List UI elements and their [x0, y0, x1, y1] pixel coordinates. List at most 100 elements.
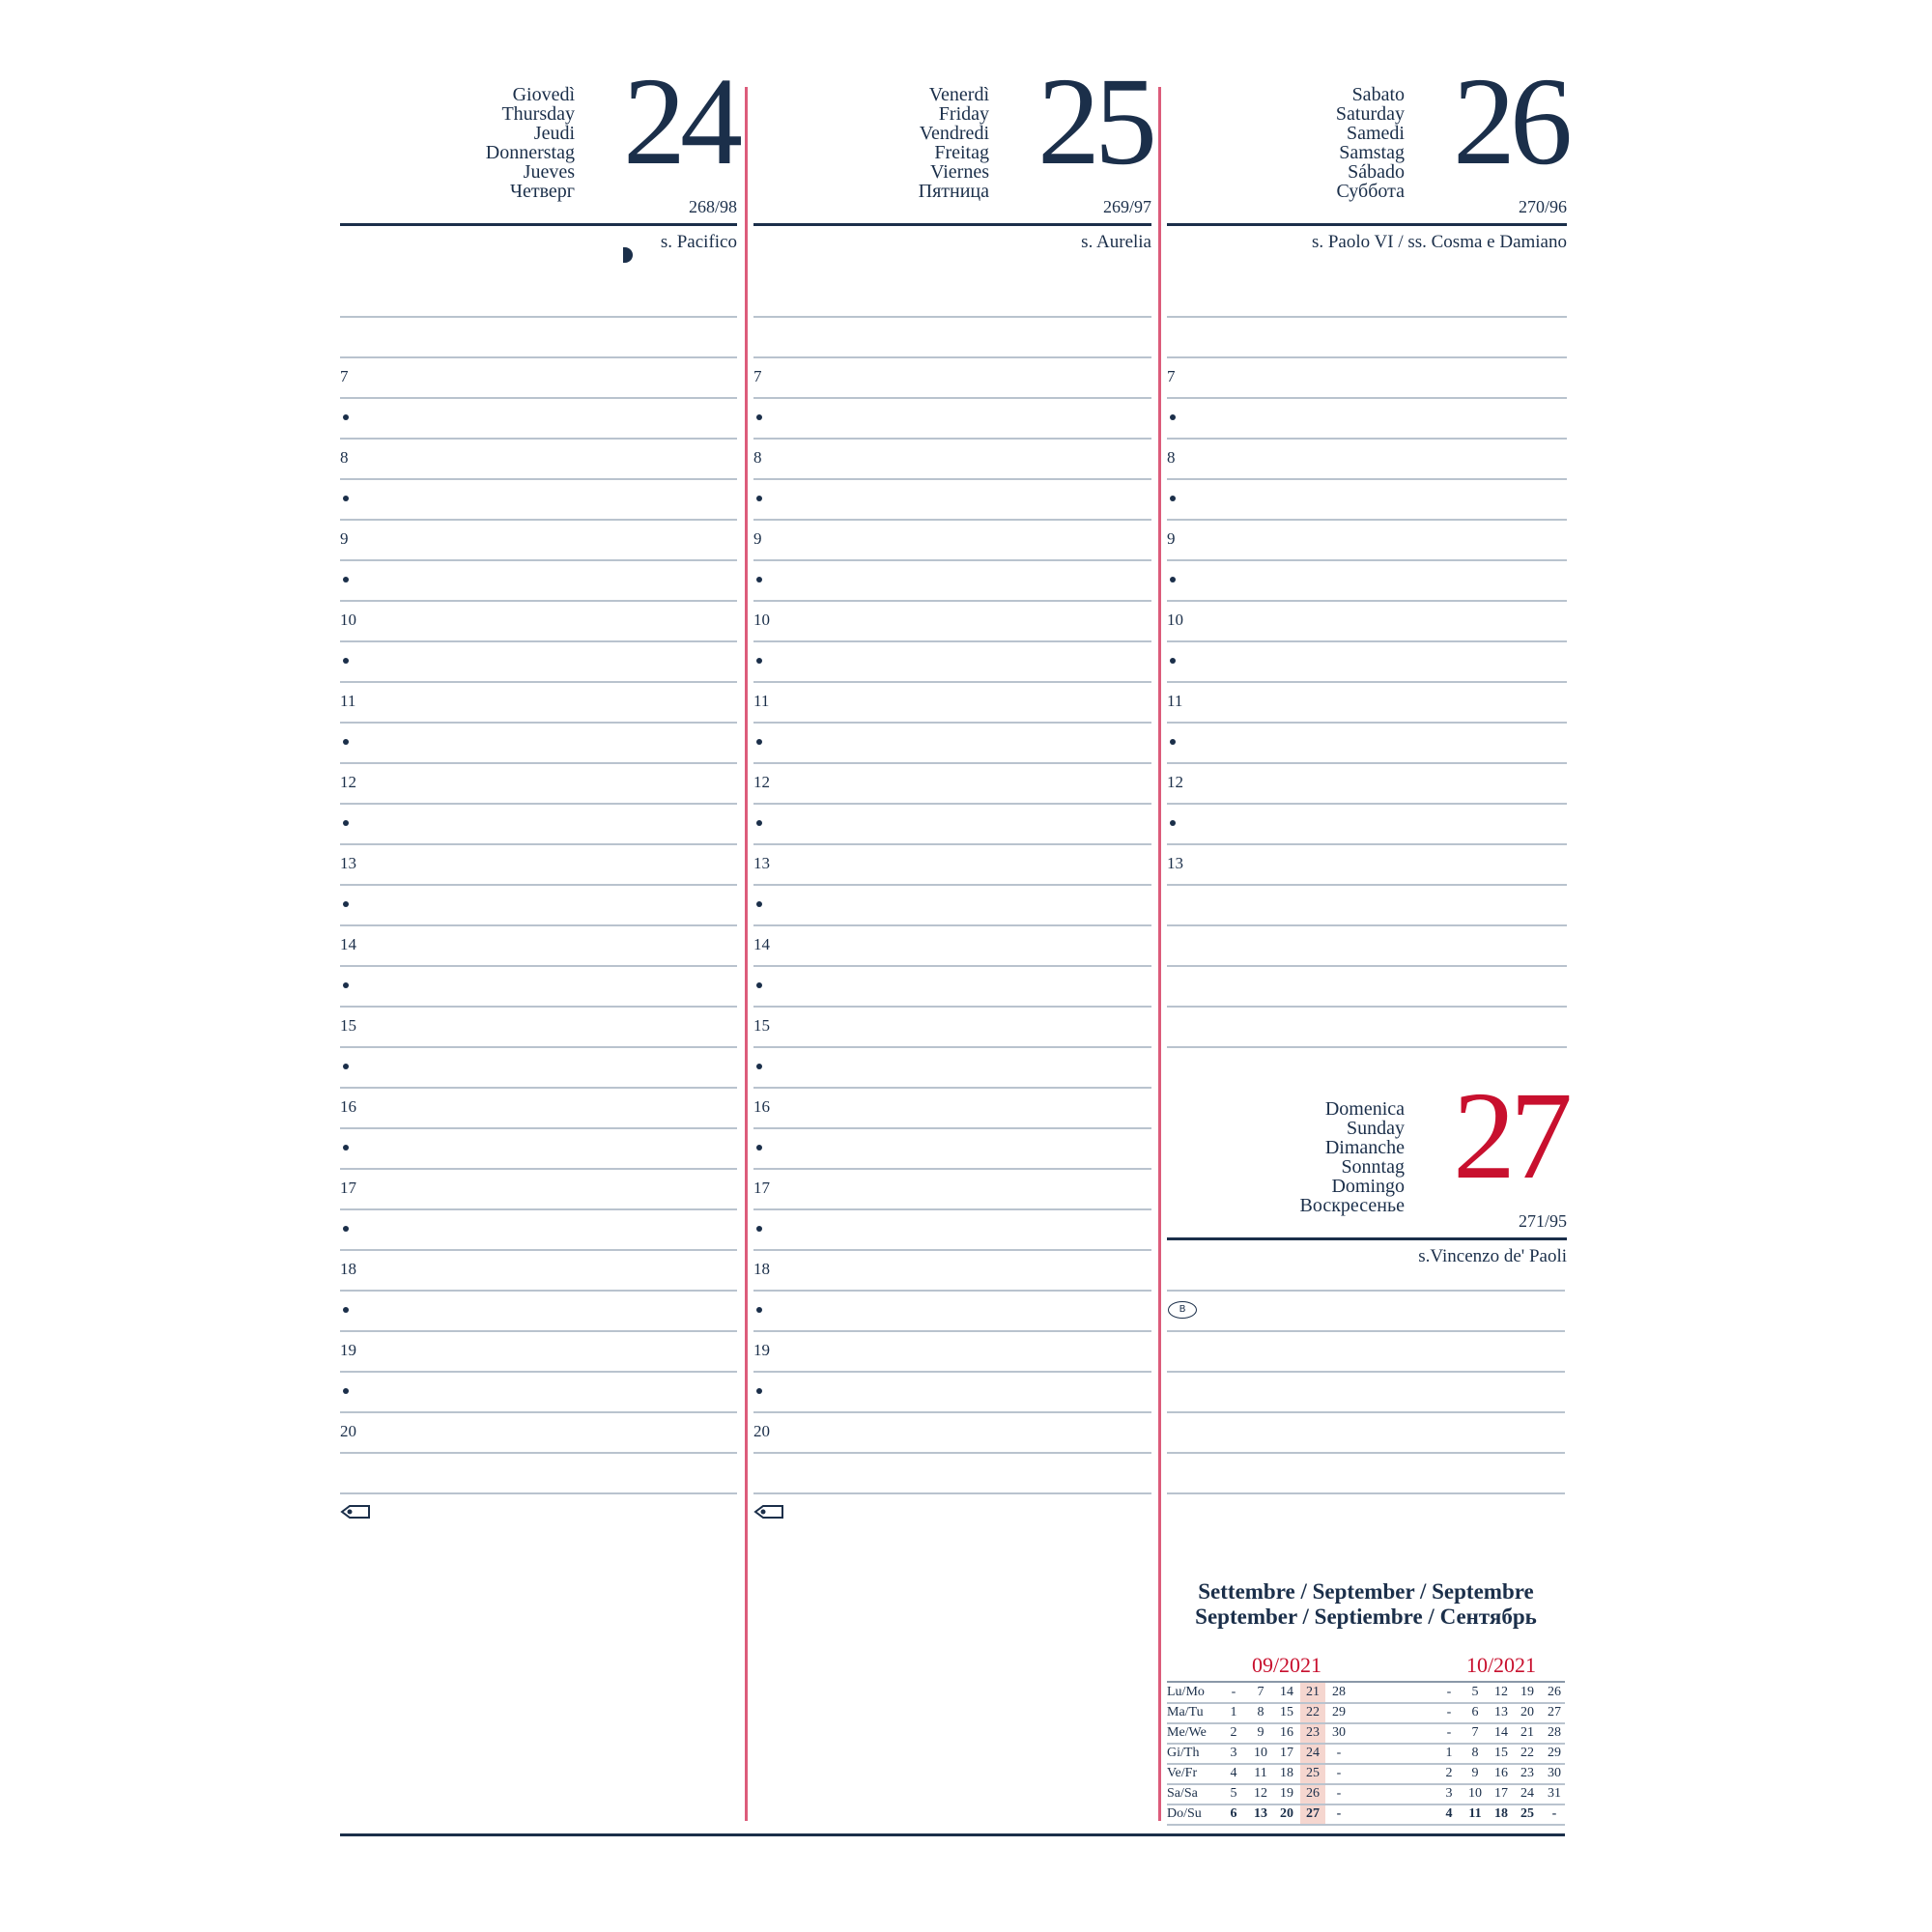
ruled-line: [340, 519, 737, 521]
calendar-day: 24: [1520, 1786, 1534, 1801]
day-header-rule: [340, 223, 737, 226]
ruled-line: [753, 762, 1151, 764]
bottom-rule: [340, 1833, 1565, 1836]
saint-name: s. Aurelia: [1081, 232, 1151, 252]
calendar-day: 23: [1520, 1766, 1534, 1780]
ruled-line: [340, 397, 737, 399]
ruled-line: [753, 924, 1151, 926]
calendar-day: 9: [1257, 1725, 1264, 1740]
current-week-highlight: [1300, 1683, 1325, 1825]
day-number: 26: [1453, 52, 1573, 191]
hour-label: 20: [753, 1422, 770, 1440]
calendar-day: 23: [1306, 1725, 1320, 1740]
calendar-day: 17: [1280, 1746, 1293, 1760]
ruled-line: [753, 316, 1151, 318]
calendar-day: 14: [1280, 1685, 1293, 1699]
day-name: Воскресенье: [1299, 1195, 1405, 1216]
hour-label: 7: [1167, 367, 1176, 385]
day-name: Dimanche: [1324, 1137, 1405, 1158]
hour-label: 19: [340, 1341, 356, 1359]
calendar-line: [1167, 1824, 1565, 1826]
half-hour-dot: [343, 577, 349, 582]
day-name: Venerdì: [928, 84, 989, 105]
calendar-day: 6: [1230, 1806, 1237, 1821]
hour-label: 13: [340, 854, 356, 872]
saint-name: s.Vincenzo de' Paoli: [1418, 1246, 1567, 1266]
ruled-line: [1167, 438, 1567, 440]
calendar-day: 19: [1280, 1786, 1293, 1801]
half-hour-dot: [343, 820, 349, 826]
hour-label: 12: [1167, 773, 1183, 791]
half-hour-dot: [343, 496, 349, 501]
weekday-label: Do/Su: [1167, 1806, 1202, 1821]
ruled-line: [340, 1492, 737, 1494]
calendar-day: 21: [1520, 1725, 1534, 1740]
half-hour-dot: [343, 739, 349, 745]
ruled-line: [340, 681, 737, 683]
calendar-day: -: [1231, 1685, 1236, 1699]
half-hour-dot: [756, 1145, 762, 1151]
ruled-line: [340, 803, 737, 805]
calendar-title: September / Septiembre / Сентябрь: [1195, 1605, 1537, 1629]
ruled-line: [1167, 924, 1567, 926]
day-name: Friday: [938, 103, 989, 125]
hour-label: 9: [1167, 529, 1176, 548]
calendar-day: 3: [1445, 1786, 1453, 1801]
ruled-line: [753, 1249, 1151, 1251]
calendar-day: 15: [1280, 1705, 1293, 1719]
calendar-day: -: [1336, 1766, 1342, 1780]
ruled-line: [753, 1127, 1151, 1129]
ruled-line: [753, 803, 1151, 805]
ruled-line: [753, 397, 1151, 399]
day-header-rule: [753, 223, 1151, 226]
half-hour-dot: [756, 658, 762, 664]
half-hour-dot: [343, 658, 349, 664]
ruled-line: [1167, 965, 1567, 967]
hour-label: 15: [340, 1016, 356, 1035]
half-hour-dot: [756, 739, 762, 745]
tag-icon: [753, 1505, 784, 1519]
calendar-day: 21: [1306, 1685, 1320, 1699]
calendar-day: 9: [1471, 1766, 1479, 1780]
ruled-line: [1167, 884, 1567, 886]
calendar-day: 8: [1257, 1705, 1264, 1719]
ruled-line: [1167, 356, 1567, 358]
ruled-line: [340, 1168, 737, 1170]
month-label: 10/2021: [1465, 1653, 1537, 1677]
calendar-day: 2: [1445, 1766, 1453, 1780]
calendar-day: 18: [1494, 1806, 1508, 1821]
ruled-line: [753, 1208, 1151, 1210]
ruled-line: [753, 478, 1151, 480]
ruled-line: [753, 722, 1151, 724]
calendar-day: 22: [1306, 1705, 1320, 1719]
day-names: Domenica Sunday Dimanche Sonntag Domingo Воск…: [1153, 1099, 1405, 1215]
ruled-line: [1167, 1290, 1565, 1292]
day-of-year: 269/97: [1102, 197, 1151, 216]
calendar-day: 24: [1306, 1746, 1320, 1760]
calendar-day: 3: [1230, 1746, 1237, 1760]
half-hour-dot: [756, 982, 762, 988]
calendar-day: -: [1446, 1705, 1452, 1719]
hour-label: 13: [1167, 854, 1183, 872]
ruled-line: [1167, 316, 1567, 318]
day-number: 25: [1037, 52, 1157, 191]
calendar-day: 6: [1471, 1705, 1479, 1719]
day-name: Freitag: [934, 142, 989, 163]
calendar-day: -: [1336, 1746, 1342, 1760]
day-name: Samstag: [1339, 142, 1405, 163]
ruled-line: [753, 1411, 1151, 1413]
calendar-day: 27: [1306, 1806, 1320, 1821]
ruled-line: [753, 600, 1151, 602]
half-hour-dot: [1170, 658, 1176, 664]
day-of-year: 268/98: [688, 197, 737, 216]
hour-label: 7: [340, 367, 349, 385]
half-hour-dot: [1170, 414, 1176, 420]
calendar-day: 28: [1332, 1685, 1346, 1699]
calendar-day: 17: [1494, 1786, 1508, 1801]
ruled-line: [340, 1208, 737, 1210]
hour-label: 7: [753, 367, 762, 385]
calendar-day: 26: [1548, 1685, 1561, 1699]
ruled-line: [1167, 640, 1567, 642]
ruled-line: [753, 559, 1151, 561]
ruled-line: [340, 1330, 737, 1332]
